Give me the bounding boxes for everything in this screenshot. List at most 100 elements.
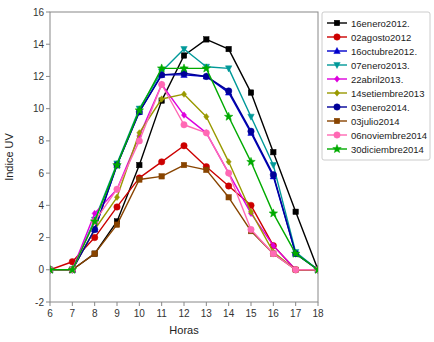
x-tick-label: 17 bbox=[290, 308, 302, 319]
point bbox=[181, 112, 186, 118]
series bbox=[50, 143, 318, 273]
x-tick bbox=[50, 302, 51, 306]
x-tick-label: 12 bbox=[178, 308, 190, 319]
legend-marker bbox=[334, 76, 339, 82]
legend-label: 03julio2014 bbox=[351, 116, 400, 127]
x-axis-label: Horas bbox=[169, 324, 199, 336]
series-line bbox=[50, 68, 318, 269]
y-tick bbox=[46, 173, 50, 174]
point bbox=[226, 195, 231, 200]
legend-label: 06noviembre2014 bbox=[351, 130, 427, 141]
point bbox=[181, 122, 187, 128]
point bbox=[226, 170, 231, 176]
legend-marker bbox=[334, 47, 340, 53]
y-tick-label: -2 bbox=[35, 297, 44, 308]
legend-label: 03enero2014. bbox=[351, 102, 410, 113]
x-tick-label: 10 bbox=[134, 308, 146, 319]
legend-item: 14setiembre2013 bbox=[327, 88, 424, 99]
series bbox=[50, 81, 318, 273]
point bbox=[226, 46, 231, 51]
x-tick bbox=[117, 302, 118, 306]
y-tick bbox=[46, 44, 50, 45]
x-tick bbox=[295, 302, 296, 306]
x-tick-label: 14 bbox=[223, 308, 235, 319]
point bbox=[293, 267, 298, 273]
legend-item: 16octubre2012. bbox=[327, 46, 417, 57]
legend-item: 03julio2014 bbox=[327, 116, 400, 127]
series bbox=[50, 70, 318, 273]
point bbox=[292, 267, 298, 273]
x-tick bbox=[161, 302, 162, 306]
point bbox=[181, 46, 187, 52]
legend-marker bbox=[334, 104, 340, 110]
legend-label: 14setiembre2013 bbox=[351, 88, 424, 99]
series-line bbox=[50, 73, 318, 270]
x-tick-label: 8 bbox=[92, 308, 98, 319]
series bbox=[50, 64, 318, 273]
x-tick bbox=[184, 302, 185, 306]
point bbox=[92, 251, 97, 256]
point bbox=[225, 88, 231, 94]
plot-area bbox=[50, 37, 318, 274]
series-line bbox=[50, 75, 318, 270]
point bbox=[248, 114, 254, 120]
y-tick-label: 14 bbox=[33, 39, 45, 50]
series-line bbox=[50, 165, 318, 270]
y-tick-label: 0 bbox=[38, 264, 44, 275]
point bbox=[159, 96, 164, 102]
point bbox=[292, 267, 298, 273]
x-tick-label: 16 bbox=[268, 308, 280, 319]
legend-label: 16enero2012. bbox=[351, 18, 410, 29]
point bbox=[293, 267, 298, 273]
legend-item: 06noviembre2014 bbox=[327, 130, 427, 141]
y-tick-label: 4 bbox=[38, 200, 44, 211]
y-tick bbox=[46, 12, 50, 13]
point bbox=[225, 183, 231, 189]
point bbox=[248, 90, 253, 95]
point bbox=[180, 64, 189, 72]
point bbox=[269, 209, 278, 217]
point bbox=[226, 159, 231, 165]
point bbox=[137, 177, 142, 182]
point bbox=[159, 174, 164, 179]
x-tick bbox=[206, 302, 207, 306]
point bbox=[158, 159, 164, 165]
chart: -202468101214166789101112131415161718Hor… bbox=[0, 0, 434, 342]
point bbox=[204, 130, 209, 136]
series bbox=[50, 37, 318, 273]
point bbox=[92, 251, 97, 256]
legend-marker bbox=[334, 20, 339, 25]
legend-label: 07enero2013. bbox=[351, 60, 410, 71]
point bbox=[114, 222, 119, 227]
legend-item: 07enero2013. bbox=[327, 60, 410, 71]
legend-marker bbox=[334, 34, 340, 40]
point bbox=[181, 143, 187, 149]
point bbox=[136, 138, 142, 144]
point bbox=[293, 209, 298, 214]
legend-label: 30diciembre2014 bbox=[351, 144, 424, 155]
point bbox=[181, 162, 186, 167]
point bbox=[92, 226, 97, 232]
point bbox=[204, 167, 209, 172]
legend-item: 03enero2014. bbox=[327, 102, 410, 113]
y-tick-label: 2 bbox=[38, 232, 44, 243]
y-tick-label: 10 bbox=[33, 103, 45, 114]
point bbox=[90, 217, 99, 225]
x-tick-label: 18 bbox=[312, 308, 324, 319]
point bbox=[114, 204, 120, 210]
x-tick-label: 13 bbox=[201, 308, 213, 319]
point bbox=[68, 265, 77, 273]
y-tick bbox=[46, 205, 50, 206]
series-line bbox=[50, 85, 318, 270]
point bbox=[293, 267, 298, 272]
legend-marker bbox=[333, 145, 342, 153]
x-tick bbox=[72, 302, 73, 306]
series-line bbox=[50, 94, 318, 270]
y-tick-label: 16 bbox=[33, 7, 45, 18]
x-tick-label: 9 bbox=[114, 308, 120, 319]
point bbox=[137, 162, 142, 167]
series bbox=[50, 162, 318, 272]
point bbox=[270, 162, 276, 168]
point bbox=[158, 81, 164, 87]
point bbox=[271, 251, 276, 256]
